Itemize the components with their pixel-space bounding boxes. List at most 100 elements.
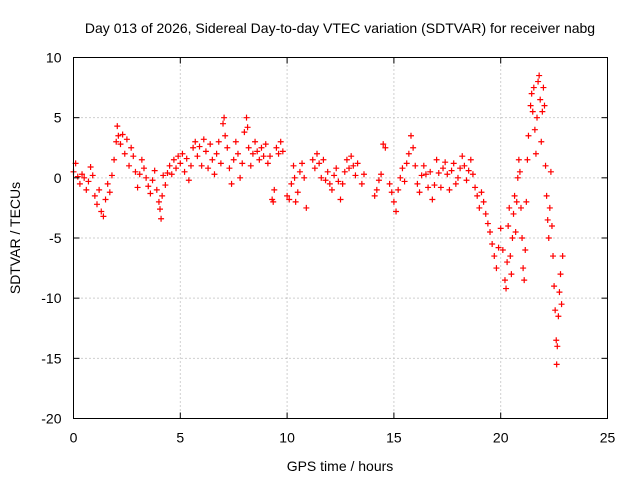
- data-point: [506, 204, 513, 211]
- data-point: [437, 184, 444, 191]
- data-point: [540, 84, 547, 91]
- data-point: [358, 180, 365, 187]
- y-tick-label: 0: [54, 170, 62, 186]
- data-point: [395, 186, 402, 193]
- data-point: [132, 168, 139, 175]
- data-point: [371, 192, 378, 199]
- data-point: [517, 204, 524, 211]
- data-point: [119, 131, 126, 138]
- data-point: [520, 265, 527, 272]
- data-point: [339, 180, 346, 187]
- y-tick-label: -20: [41, 411, 61, 427]
- data-point: [273, 144, 280, 151]
- data-point: [252, 138, 259, 145]
- data-point: [525, 132, 532, 139]
- data-point: [444, 171, 451, 178]
- data-point: [448, 167, 455, 174]
- data-point: [158, 215, 165, 222]
- data-point: [243, 114, 250, 121]
- data-point: [106, 189, 113, 196]
- data-point: [140, 165, 147, 172]
- data-point: [320, 156, 327, 163]
- data-point: [126, 162, 133, 169]
- data-point: [507, 253, 514, 260]
- data-point: [294, 189, 301, 196]
- data-point: [115, 132, 122, 139]
- data-point: [335, 178, 342, 185]
- data-point: [513, 198, 520, 205]
- data-point: [239, 160, 246, 167]
- data-point: [476, 204, 483, 211]
- data-point: [497, 225, 504, 232]
- data-point: [459, 153, 466, 160]
- data-point: [202, 148, 209, 155]
- data-point: [524, 156, 531, 163]
- data-point: [557, 271, 564, 278]
- data-point: [552, 307, 559, 314]
- data-point: [192, 138, 199, 145]
- data-point: [399, 165, 406, 172]
- data-point: [241, 129, 248, 136]
- data-point: [472, 184, 479, 191]
- data-point: [149, 177, 156, 184]
- data-point: [91, 192, 98, 199]
- data-point: [341, 168, 348, 175]
- data-point: [440, 165, 447, 172]
- data-point: [450, 160, 457, 167]
- data-point: [230, 156, 237, 163]
- data-point: [226, 165, 233, 172]
- data-point: [224, 144, 231, 151]
- data-point: [175, 153, 182, 160]
- data-point: [427, 168, 434, 175]
- y-axis-label: SDTVAR / TECUs: [7, 182, 23, 294]
- data-point: [249, 150, 256, 157]
- data-point: [220, 120, 227, 127]
- chart-title: Day 013 of 2026, Sidereal Day-to-day VTE…: [85, 20, 595, 36]
- data-point: [515, 156, 522, 163]
- data-point: [198, 162, 205, 169]
- data-point: [190, 144, 197, 151]
- data-point: [523, 198, 530, 205]
- data-point: [187, 162, 194, 169]
- data-point: [519, 235, 526, 241]
- data-point: [532, 150, 539, 157]
- data-point: [474, 192, 481, 199]
- data-point: [478, 189, 485, 196]
- data-point: [179, 150, 186, 157]
- data-point: [89, 172, 96, 179]
- data-point: [505, 222, 512, 229]
- data-point: [173, 165, 180, 172]
- x-axis-label: GPS time / hours: [287, 458, 394, 474]
- data-point: [275, 150, 282, 157]
- data-point: [104, 180, 111, 187]
- data-point: [535, 78, 542, 85]
- data-point: [546, 204, 553, 211]
- data-point: [153, 186, 160, 193]
- data-point: [539, 108, 546, 115]
- data-point: [162, 182, 169, 189]
- data-point: [553, 361, 560, 368]
- data-point: [157, 206, 164, 213]
- data-point: [461, 162, 468, 169]
- data-point: [143, 174, 150, 181]
- data-point: [530, 84, 537, 91]
- data-point: [555, 313, 562, 320]
- data-point: [292, 198, 299, 205]
- data-point: [538, 138, 545, 145]
- data-point: [514, 174, 521, 181]
- data-point: [209, 156, 216, 163]
- data-point: [457, 165, 464, 172]
- data-points: [70, 72, 566, 368]
- data-point: [452, 180, 459, 187]
- data-point: [166, 162, 173, 169]
- x-tick-label: 0: [70, 430, 78, 446]
- data-point: [128, 144, 135, 151]
- data-point: [405, 150, 412, 157]
- data-point: [279, 148, 286, 155]
- data-point: [299, 160, 306, 167]
- data-point: [76, 180, 83, 187]
- data-point: [316, 160, 323, 167]
- data-point: [559, 253, 566, 260]
- data-point: [322, 177, 329, 184]
- data-point: [145, 183, 152, 190]
